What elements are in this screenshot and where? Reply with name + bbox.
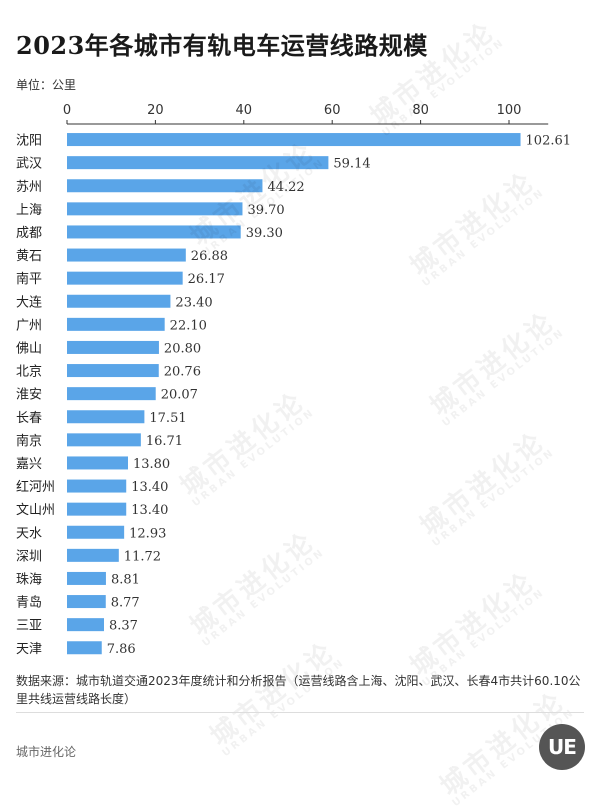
unit-label: 单位：公里	[16, 78, 77, 92]
value-label: 44.22	[267, 180, 304, 195]
category-label: 黄石	[16, 249, 42, 264]
bar	[67, 271, 183, 285]
category-label: 青岛	[16, 595, 42, 611]
category-label: 红河州	[16, 479, 55, 495]
category-label: 嘉兴	[16, 457, 42, 472]
bar	[67, 410, 145, 424]
bar	[67, 179, 263, 193]
bar	[67, 433, 141, 447]
category-label: 南平	[16, 271, 42, 287]
footer-brand: 城市进化论	[16, 745, 77, 759]
bar	[67, 525, 125, 539]
value-label: 8.81	[111, 572, 140, 587]
value-label: 13.80	[133, 457, 170, 472]
x-tick-label: 0	[63, 103, 71, 118]
category-label: 上海	[16, 203, 42, 218]
bar	[67, 317, 165, 331]
x-tick-label: 100	[497, 103, 522, 118]
bar	[67, 225, 241, 239]
bar	[67, 387, 156, 401]
value-label: 39.30	[246, 226, 283, 241]
value-label: 20.07	[161, 388, 198, 403]
category-label: 佛山	[16, 341, 42, 356]
brand-logo: UE	[539, 724, 585, 770]
page-title: 2023年各城市有轨电车运营线路规模	[16, 31, 428, 60]
category-label: 广州	[16, 318, 42, 333]
category-label: 文山州	[16, 503, 55, 518]
value-label: 26.17	[188, 272, 225, 287]
bar	[67, 248, 186, 262]
value-label: 20.76	[164, 365, 201, 380]
category-label: 成都	[16, 226, 42, 241]
category-label: 珠海	[16, 572, 42, 587]
category-label: 南京	[16, 433, 42, 449]
value-label: 13.40	[131, 480, 168, 495]
bar	[67, 156, 329, 170]
value-label: 7.86	[107, 642, 136, 657]
value-label: 16.71	[146, 434, 183, 449]
bar	[67, 571, 106, 585]
bar	[67, 548, 119, 562]
category-label: 淮安	[16, 388, 42, 403]
value-label: 20.80	[164, 341, 201, 356]
category-label: 武汉	[16, 157, 42, 172]
category-label: 长春	[16, 411, 42, 426]
value-label: 102.61	[526, 134, 572, 149]
bar	[67, 618, 104, 632]
category-label: 大连	[16, 294, 42, 310]
bar	[67, 479, 127, 493]
bar	[67, 364, 159, 378]
x-tick-label: 60	[324, 103, 341, 118]
category-label: 天津	[16, 642, 42, 657]
category-label: 苏州	[16, 179, 42, 195]
bar	[67, 133, 521, 147]
value-label: 8.77	[111, 596, 140, 611]
category-label: 沈阳	[16, 134, 42, 149]
value-label: 17.51	[149, 411, 186, 426]
bar-chart: 0 20 40 60 80 100 沈阳 102.61 武汉 59.14 苏州 44.22 上海 39.7…	[16, 103, 572, 657]
value-label: 8.37	[109, 619, 138, 634]
value-label: 22.10	[170, 318, 207, 333]
value-label: 23.40	[175, 295, 212, 310]
bar	[67, 340, 159, 354]
data-source-note: 数据来源：城市轨道交通2023年度统计和分析报告（运营线路含上海、沈阳、武汉、长…	[16, 674, 581, 706]
bar	[67, 294, 171, 308]
value-label: 13.40	[131, 503, 168, 518]
x-tick-label: 40	[236, 103, 253, 118]
category-label: 北京	[16, 365, 42, 380]
bar	[67, 641, 102, 655]
footer-divider	[16, 712, 584, 713]
bar	[67, 456, 128, 470]
bar	[67, 595, 106, 609]
x-tick-label: 20	[147, 103, 164, 118]
value-label: 59.14	[333, 157, 370, 172]
value-label: 39.70	[247, 203, 284, 218]
category-label: 三亚	[16, 619, 42, 634]
x-tick-label: 80	[412, 103, 429, 118]
bar	[67, 502, 127, 516]
category-label: 深圳	[16, 549, 42, 564]
category-label: 天水	[16, 526, 42, 541]
value-label: 26.88	[191, 249, 228, 264]
bar	[67, 202, 243, 216]
value-label: 12.93	[129, 526, 166, 541]
value-label: 11.72	[124, 549, 161, 564]
